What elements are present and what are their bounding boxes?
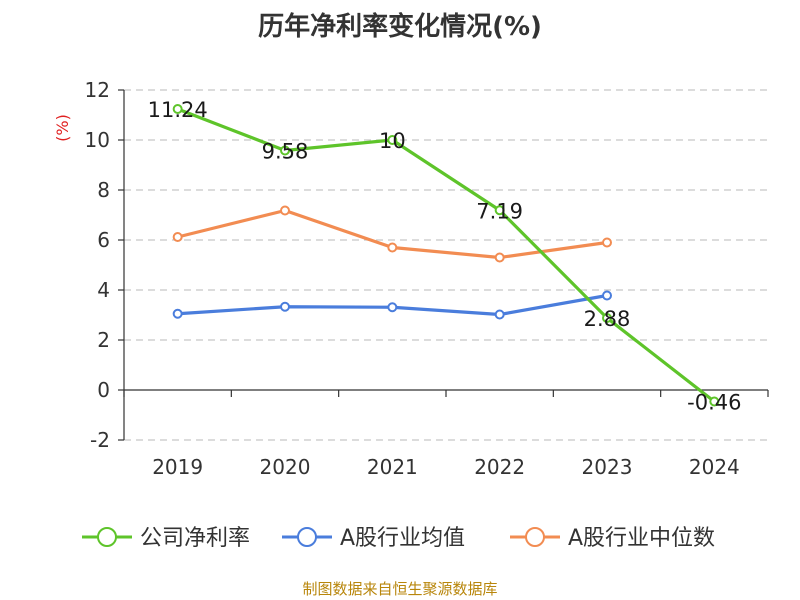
y-tick-label: 12 <box>85 78 110 102</box>
legend-label: 公司净利率 <box>140 526 250 551</box>
x-tick-label: 2022 <box>474 455 525 479</box>
data-label: 7.19 <box>476 199 523 223</box>
legend-item[interactable]: 公司净利率 <box>82 526 250 551</box>
x-tick-label: 2023 <box>582 455 633 479</box>
y-tick-label: 8 <box>97 178 110 202</box>
data-point <box>494 309 505 320</box>
axis-layer: 12 10 8 6 4 2 0 -2 2019 2020 2021 2022 2023 2024 <box>85 78 769 479</box>
data-label: 9.58 <box>262 140 309 164</box>
y-tick-label: 6 <box>97 228 110 252</box>
legend-item[interactable]: A股行业均值 <box>282 526 465 551</box>
x-tick-label: 2024 <box>689 455 740 479</box>
data-label: 2.88 <box>584 307 631 331</box>
y-axis-unit-label: (%) <box>53 114 72 142</box>
data-point <box>280 301 290 312</box>
data-point <box>172 232 183 242</box>
y-tick-label: -2 <box>90 428 110 452</box>
x-tick-label: 2021 <box>367 455 418 479</box>
source-note: 制图数据来自恒生聚源数据库 <box>302 580 498 598</box>
x-tick-label: 2019 <box>152 455 203 479</box>
data-point <box>280 145 290 156</box>
legend-label: A股行业中位数 <box>568 526 715 551</box>
legend-item[interactable]: A股行业中位数 <box>510 526 715 551</box>
data-label: 10 <box>379 129 406 153</box>
legend-marker <box>297 527 317 547</box>
legend-label: A股行业均值 <box>340 526 465 551</box>
data-point <box>387 302 398 313</box>
data-point <box>387 135 398 145</box>
data-point <box>602 237 612 248</box>
data-label: 11.24 <box>148 98 208 122</box>
y-tick-label: 0 <box>97 378 110 402</box>
chart-title: 历年净利率变化情况(%) <box>258 12 542 42</box>
grid-layer <box>124 89 768 441</box>
data-point <box>172 308 183 319</box>
legend: 公司净利率 A股行业均值 A股行业中位数 <box>82 526 715 551</box>
y-tick-label: 4 <box>97 278 110 302</box>
series-layer <box>172 104 720 407</box>
y-tick-label: 2 <box>97 328 110 352</box>
data-label-layer: 11.24 9.58 10 7.19 2.88 -0.46 <box>148 98 742 415</box>
y-tick-label: 10 <box>85 128 110 152</box>
data-point <box>602 313 612 323</box>
data-point <box>494 205 505 216</box>
data-point <box>494 252 505 263</box>
legend-marker <box>97 527 117 547</box>
legend-marker <box>525 527 545 547</box>
data-point <box>709 396 720 407</box>
x-tick-label: 2020 <box>260 455 311 479</box>
data-point <box>602 290 612 301</box>
data-point <box>280 205 290 216</box>
series-line <box>177 107 716 403</box>
data-point <box>387 242 398 253</box>
data-point <box>172 104 183 114</box>
data-label: -0.46 <box>687 391 741 415</box>
